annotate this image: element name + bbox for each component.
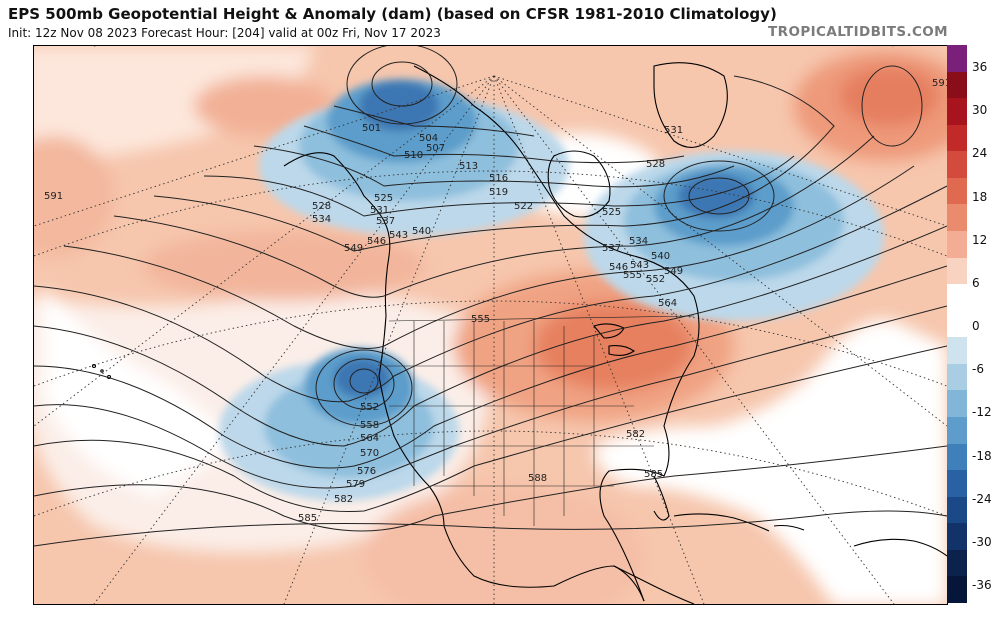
colorbar-segment: [947, 45, 967, 73]
colorbar-segment: [947, 310, 967, 338]
contour-label: 570: [360, 448, 379, 459]
contour-label: 579: [346, 479, 365, 490]
contour-label: 588: [528, 473, 547, 484]
contour-label: 549: [664, 266, 683, 277]
colorbar: [947, 45, 967, 604]
height-contours: [34, 46, 947, 547]
contour-label: 528: [646, 159, 665, 170]
colorbar-tick-label: 12: [972, 232, 988, 247]
contour-label: 513: [459, 161, 478, 172]
graticule: [34, 46, 947, 604]
contour-label: 564: [360, 433, 379, 444]
colorbar-tick-label: -12: [972, 405, 992, 420]
contour-label: 591: [44, 191, 63, 202]
contour-label: 543: [389, 230, 408, 241]
contour-label: 582: [626, 429, 645, 440]
colorbar-tick-label: 0: [972, 319, 980, 333]
contour-label: 540: [412, 226, 431, 237]
coastlines: [91, 62, 947, 604]
contour-label: 564: [658, 298, 677, 309]
colorbar-tick-label: 24: [972, 146, 988, 161]
chart-title: EPS 500mb Geopotential Height & Anomaly …: [8, 5, 777, 23]
contour-label: 552: [360, 402, 379, 413]
colorbar-segment: [947, 443, 967, 471]
contour-label: 555: [623, 270, 642, 281]
contour-label: 582: [334, 494, 353, 505]
contour-label: 510: [404, 150, 423, 161]
contour-label: 591: [932, 78, 947, 89]
colorbar-segment: [947, 124, 967, 152]
colorbar-segment: [947, 496, 967, 524]
contour-label: 504: [419, 133, 438, 144]
contour-label: 531: [664, 125, 683, 136]
chart-subtitle: Init: 12z Nov 08 2023 Forecast Hour: [20…: [8, 26, 441, 40]
colorbar-segment: [947, 390, 967, 418]
contour-label: 555: [471, 314, 490, 325]
colorbar-segment: [947, 231, 967, 259]
colorbar-segment: [947, 151, 967, 179]
contour-label: 525: [374, 193, 393, 204]
contour-label: 507: [426, 143, 445, 154]
colorbar-segment: [947, 257, 967, 285]
colorbar-segment: [947, 470, 967, 498]
contour-label: 534: [629, 236, 648, 247]
colorbar-segment: [947, 204, 967, 232]
contour-label: 549: [344, 243, 363, 254]
contour-label: 558: [360, 420, 379, 431]
contour-label: 522: [514, 201, 533, 212]
colorbar-segment: [947, 98, 967, 126]
colorbar-segment: [947, 523, 967, 551]
contour-label: 585: [298, 513, 317, 524]
contour-label: 519: [489, 187, 508, 198]
site-watermark[interactable]: TROPICALTIDBITS.COM: [768, 24, 948, 40]
contour-label: 531: [370, 205, 389, 216]
contour-label: 546: [367, 236, 386, 247]
map-panel: 591 528 534 549 501 504 507 510 513 516 …: [33, 45, 948, 605]
contour-label: 537: [602, 243, 621, 254]
colorbar-tick-label: -6: [972, 362, 984, 377]
contour-label: 537: [376, 216, 395, 227]
colorbar-tick-label: 6: [972, 275, 980, 290]
colorbar-segment: [947, 417, 967, 445]
colorbar-tick-label: 18: [972, 189, 988, 204]
colorbar-segment: [947, 549, 967, 577]
colorbar-segment: [947, 576, 967, 604]
colorbar-tick-label: -36: [972, 578, 992, 592]
contour-label: 516: [489, 173, 508, 184]
contour-label: 528: [312, 201, 331, 212]
colorbar-segment: [947, 337, 967, 365]
contour-label: 543: [630, 260, 649, 271]
contour-label: 525: [602, 207, 621, 218]
contour-label: 501: [362, 123, 381, 134]
contour-labels: 591 528 534 549 501 504 507 510 513 516 …: [44, 78, 947, 524]
contour-label: 546: [609, 262, 628, 273]
colorbar-segment: [947, 177, 967, 205]
colorbar-tick-label: -24: [972, 491, 992, 506]
colorbar-segment: [947, 284, 967, 312]
contour-label: 534: [312, 214, 331, 225]
map-canvas: 591 528 534 549 501 504 507 510 513 516 …: [34, 46, 947, 604]
contour-label: 585: [644, 469, 663, 480]
contour-label: 540: [651, 251, 670, 262]
colorbar-segment: [947, 363, 967, 391]
colorbar-tick-label: -18: [972, 448, 992, 463]
contour-label: 576: [357, 466, 376, 477]
colorbar-tick-label: 36: [972, 60, 988, 74]
contour-label: 552: [646, 274, 665, 285]
colorbar-segment: [947, 71, 967, 99]
colorbar-tick-label: 30: [972, 103, 988, 118]
colorbar-tick-label: -30: [972, 534, 992, 549]
